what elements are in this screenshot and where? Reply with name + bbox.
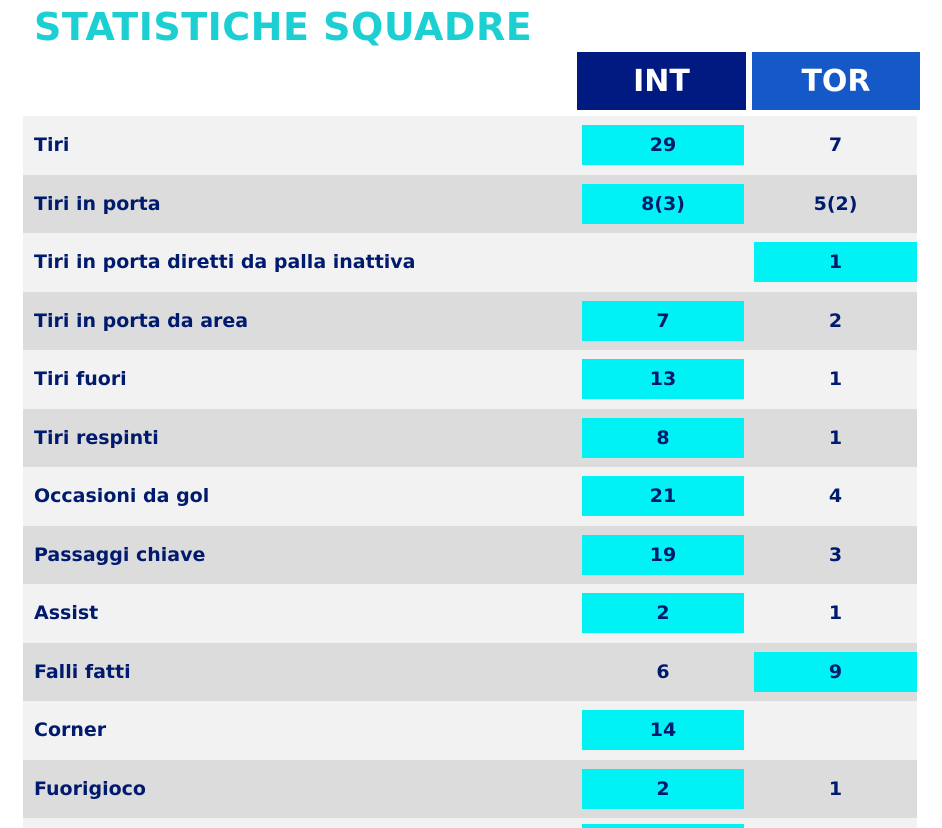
away-value: 4 [828,485,843,507]
away-value: 2 [828,309,843,332]
home-value: 7 [582,300,744,341]
stat-row-occasioni-da-gol: Occasioni da gol 21 4 [23,467,917,526]
home-value: 21 [582,476,744,516]
home-value: 2 [582,593,744,633]
away-value: 1 [828,777,843,800]
stat-row-tiri-palla-inattiva: Tiri in porta diretti da palla inattiva … [23,233,917,292]
stat-label: Occasioni da gol [34,485,210,508]
team-header-away: TOR [752,52,920,110]
stat-row-falli-fatti: Falli fatti 6 9 [23,642,917,701]
stat-label: Tiri fuori [34,368,127,391]
stat-row-tiri: Tiri 29 7 [23,116,917,175]
away-value: 9 [754,651,917,692]
home-value: 2 [582,768,744,809]
away-value: 1 [828,426,843,449]
stat-label: Assist [34,602,99,625]
stat-label: Passaggi chiave [34,543,206,566]
stat-row-tiri-fuori: Tiri fuori 13 1 [23,350,917,409]
stat-row-tiri-da-area: Tiri in porta da area 7 2 [23,291,917,350]
stat-row-assist: Assist 2 1 [23,584,917,643]
home-value: 13 [582,359,744,399]
stat-label: Tiri in porta diretti da palla inattiva [34,251,416,274]
stats-table: Tiri 29 7 Tiri in porta 8(3) 5(2) Tiri i… [23,116,917,818]
stat-label: Corner [34,719,107,742]
stat-row-fuorigioco: Fuorigioco 2 1 [23,759,917,818]
stat-label: Fuorigioco [34,777,146,800]
highlight-bar-cut-off [582,824,744,828]
away-value: 1 [828,602,843,624]
home-value: 6 [656,660,670,683]
stat-label: Tiri respinti [34,426,159,449]
away-value: 1 [754,242,917,282]
stat-label: Tiri in porta [34,192,161,215]
stat-row-tiri-respinti: Tiri respinti 8 1 [23,408,917,467]
home-value: 29 [582,125,744,165]
away-value [754,710,917,750]
away-value: 1 [828,368,843,390]
home-value: 8 [582,417,744,458]
stat-row-tiri-in-porta: Tiri in porta 8(3) 5(2) [23,174,917,233]
home-value: 8(3) [582,183,744,224]
stat-row-corner: Corner 14 [23,701,917,760]
away-value: 7 [828,134,843,156]
home-value [582,242,744,282]
stat-label: Tiri in porta da area [34,309,249,332]
team-header-home: INT [577,52,746,110]
stat-label: Falli fatti [34,660,131,683]
stat-label: Tiri [34,134,70,157]
stat-row-passaggi-chiave: Passaggi chiave 19 3 [23,525,917,584]
page-title: STATISTICHE SQUADRE [34,5,533,49]
stat-row-cut-off [23,818,917,828]
home-value: 19 [582,534,744,575]
away-value: 3 [828,543,843,566]
away-value: 5(2) [813,192,858,215]
home-value: 14 [582,710,744,750]
